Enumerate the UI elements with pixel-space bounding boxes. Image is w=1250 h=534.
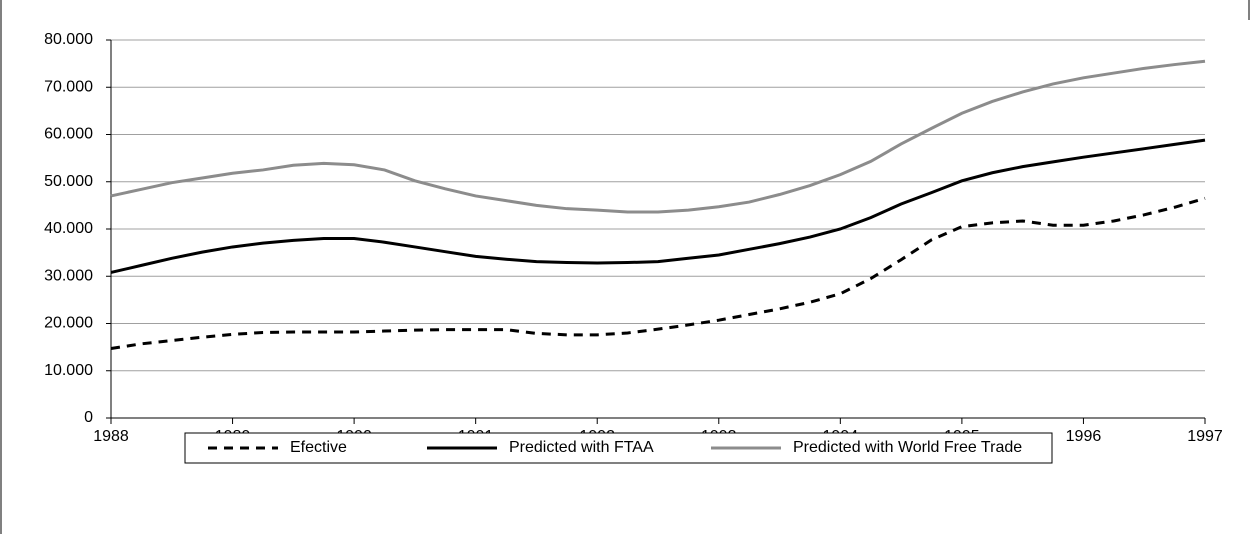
y-tick-label: 0 [84, 409, 93, 426]
legend-label: Efective [290, 439, 347, 456]
y-tick-label: 60.000 [44, 126, 93, 143]
series-line [110, 59, 1206, 214]
legend-label: Predicted with World Free Trade [793, 439, 1022, 456]
x-tick-label: 1997 [1187, 428, 1223, 445]
y-tick-label: 20.000 [44, 315, 93, 332]
y-tick-label: 30.000 [44, 267, 93, 284]
y-tick-label: 10.000 [44, 362, 93, 379]
x-tick-label: 1996 [1066, 428, 1102, 445]
series-line [110, 196, 1206, 351]
series-line [110, 138, 1206, 274]
y-tick-label: 70.000 [44, 78, 93, 95]
legend-box [184, 432, 1053, 464]
legend-label: Predicted with FTAA [509, 439, 654, 456]
y-tick-label: 80.000 [44, 31, 93, 48]
y-tick-label: 50.000 [44, 173, 93, 190]
y-tick-label: 40.000 [44, 220, 93, 237]
x-tick-label: 1988 [93, 428, 129, 445]
